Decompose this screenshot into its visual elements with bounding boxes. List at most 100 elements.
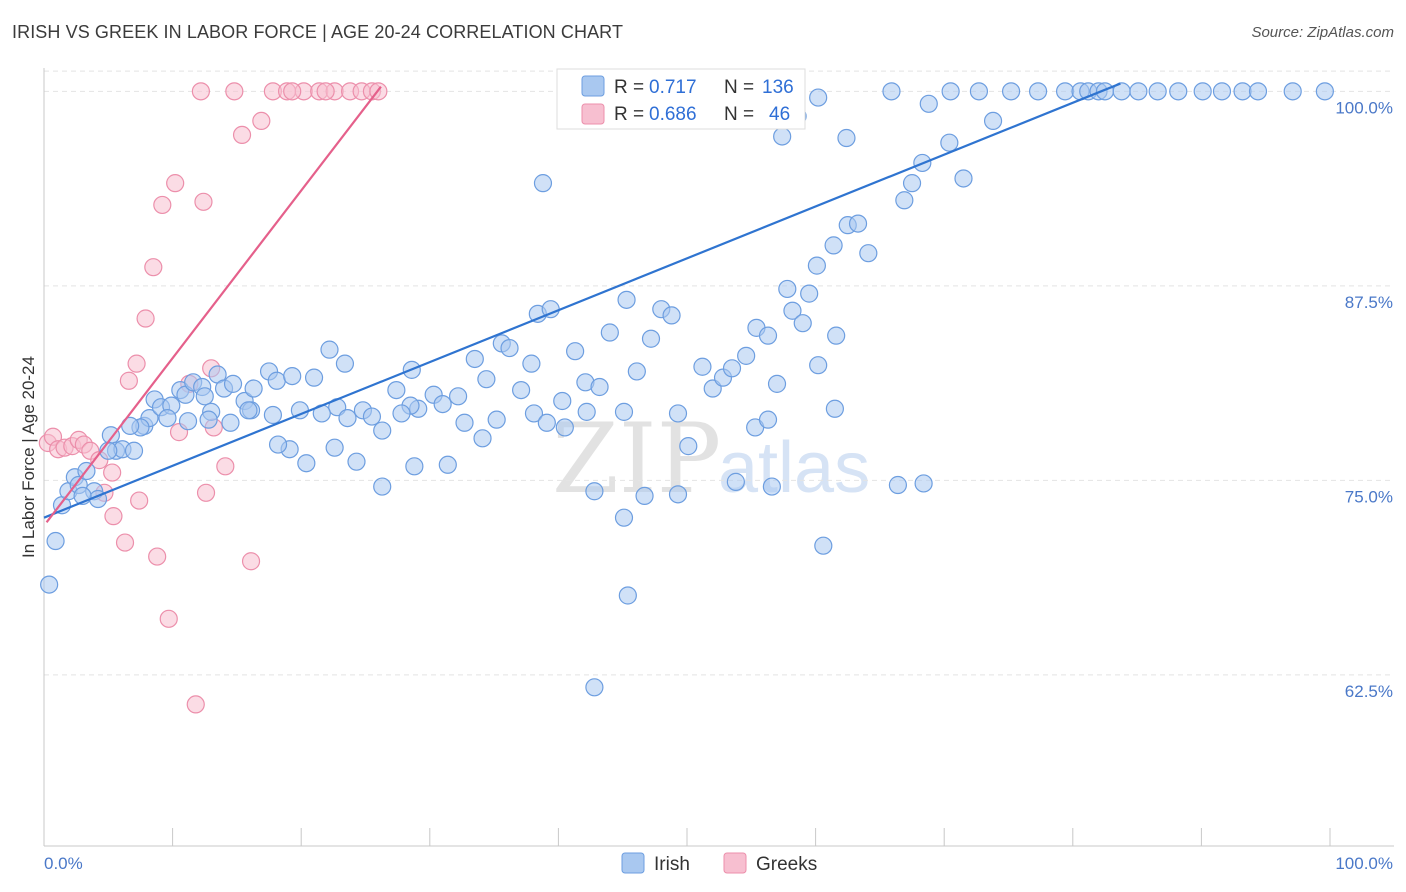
irish-point [837,128,856,148]
irish-point [455,413,474,432]
irish-point [848,214,868,233]
irish-point [263,405,283,425]
y-tick-label: 100.0% [1335,98,1393,117]
irish-point [223,374,243,393]
x-ticks [172,828,1331,846]
trend-lines [43,82,1121,524]
irish-point [662,306,681,325]
irish-point [1212,82,1232,101]
irish-point [373,477,392,496]
irish-r-label: R = [614,77,644,98]
irish-point [940,133,959,152]
irish-point [641,329,661,348]
irish-point [618,586,637,605]
irish-point [405,457,424,476]
irish-point [941,82,960,101]
irish-point [617,290,636,309]
irish-point [585,482,604,501]
irish-point [500,338,519,358]
irish-point [158,409,177,428]
irish-point [888,475,908,495]
irish-point [635,486,654,505]
irish-point [512,380,531,400]
irish-point [614,402,634,421]
irish-point [825,399,844,418]
greeks-point [283,82,302,101]
irish-point [448,387,468,406]
greeks-point [216,457,235,476]
greeks-trend-line [45,86,382,524]
greeks-point [153,195,172,215]
irish-n-value: 136 [762,77,794,98]
irish-point [553,391,572,411]
irish-point [373,421,392,440]
irish-point [1233,82,1252,101]
greeks-point [130,491,149,510]
irish-point [40,575,59,594]
irish-point [969,82,989,101]
irish-point [800,284,819,303]
irish-point [1283,82,1302,101]
greeks-point [136,309,155,328]
y-tick-label: 62.5% [1345,682,1393,701]
greeks-point [159,609,178,628]
irish-point [46,531,65,551]
irish-point [627,362,646,381]
greeks-point [316,82,335,101]
irish-point [783,301,802,320]
irish-point [178,412,198,431]
irish-point [325,438,344,457]
y-axis-label: In Labor Force | Age 20-24 [19,356,38,558]
greeks-point [196,483,216,502]
irish-point [600,323,619,342]
irish-point [124,441,144,460]
irish-r-value: 0.717 [649,77,697,98]
irish-bottom-swatch [621,852,645,874]
greeks-point [119,371,138,390]
greeks-legend-swatch [581,103,605,125]
irish-point [983,111,1003,131]
irish-point [1148,82,1167,101]
greeks-r-label: R = [614,104,644,125]
irish-point [807,256,826,275]
irish-point [244,379,263,398]
irish-point [914,474,933,493]
chart-title: IRISH VS GREEK IN LABOR FORCE | AGE 20-2… [12,22,624,42]
irish-point [477,370,496,389]
greeks-point [104,507,123,526]
irish-point [895,191,914,210]
irish-point [859,244,878,263]
irish-point [590,377,609,397]
irish-point [304,368,324,387]
irish-point [824,236,843,255]
irish-point [1129,82,1148,101]
irish-point [438,455,457,474]
greeks-point [252,111,271,131]
greeks-point [148,547,167,566]
irish-point [1193,82,1212,101]
irish-point [762,477,781,496]
irish-point [1169,82,1188,101]
greeks-n-value: 46 [769,104,790,125]
irish-point [473,429,492,448]
y-tick-label: 75.0% [1345,487,1393,506]
irish-point [614,508,634,527]
greeks-point [144,258,163,277]
irish-point [1028,82,1048,101]
irish-point [555,418,574,437]
watermark-atlas: atlas [718,428,870,508]
irish-point [758,410,778,429]
irish-point [954,169,973,188]
irish-point [297,454,316,473]
irish-point [1001,82,1021,101]
irish-point [487,410,506,429]
irish-point [726,472,745,491]
irish-point [722,359,742,378]
greeks-point [103,463,122,482]
irish-point [221,413,240,432]
irish-point [809,88,828,107]
irish-point [773,127,792,146]
greeks-point [115,533,135,552]
irish-point [1248,82,1268,101]
irish-point [737,346,756,365]
